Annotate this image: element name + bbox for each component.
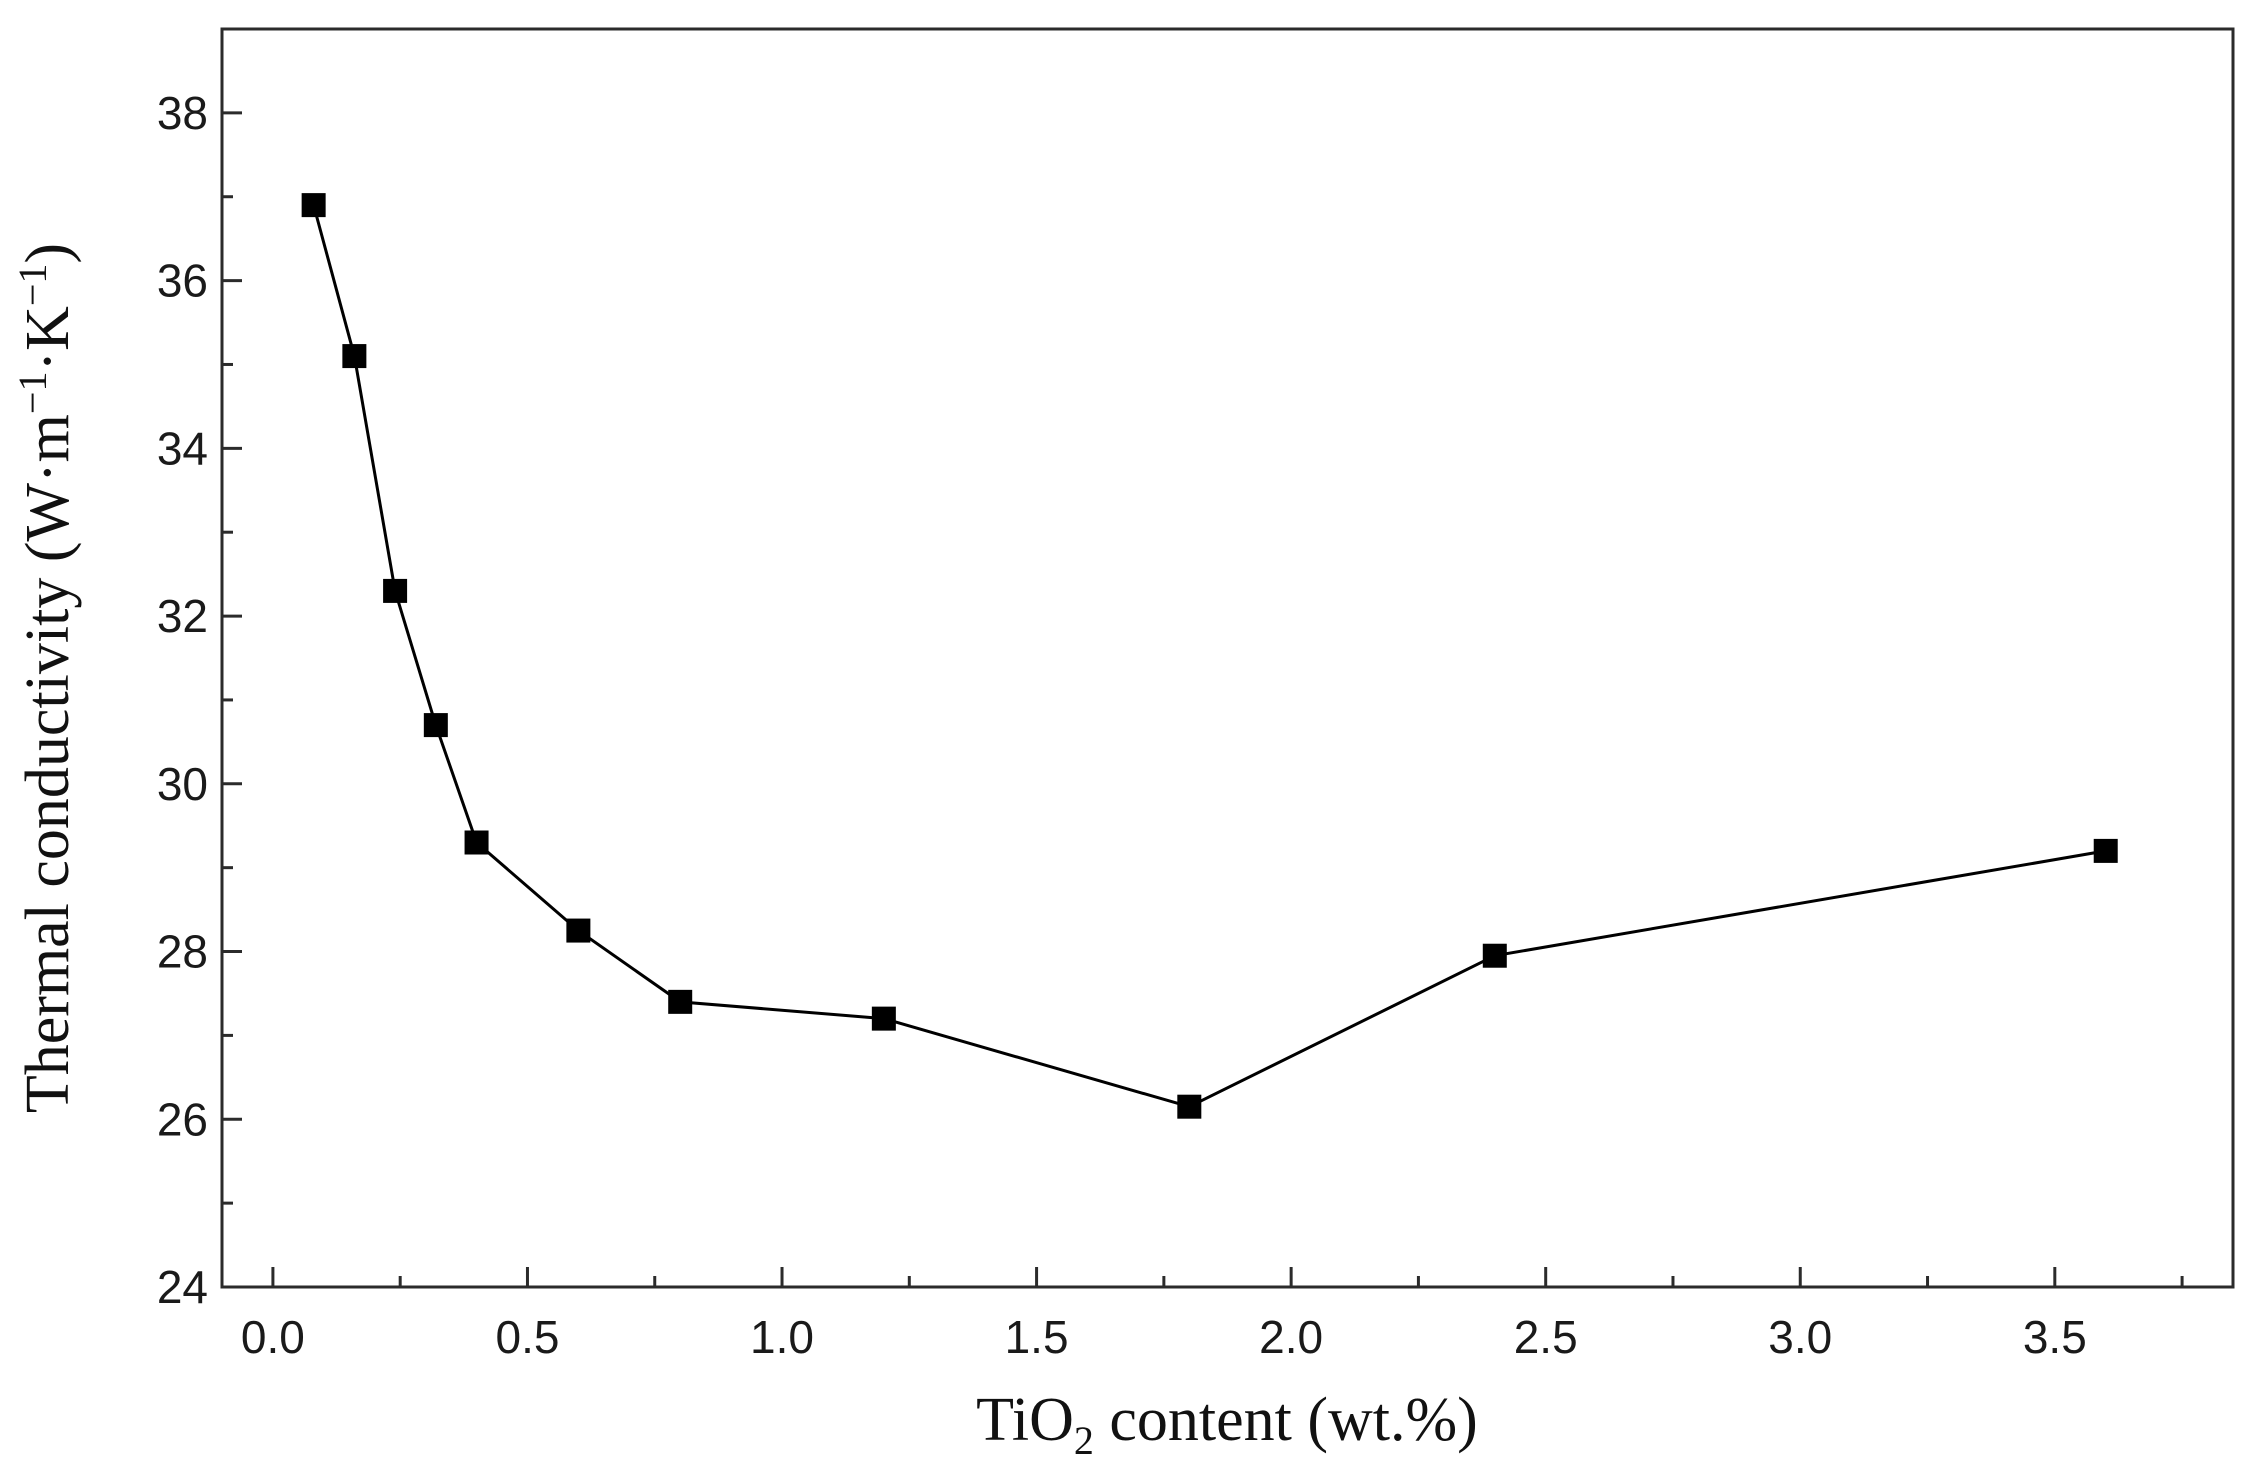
x-tick-label: 2.0 bbox=[1259, 1311, 1323, 1363]
y-tick-label: 30 bbox=[157, 758, 208, 810]
data-point bbox=[383, 578, 408, 603]
data-point bbox=[1482, 943, 1507, 968]
x-tick-label: 1.0 bbox=[750, 1311, 814, 1363]
y-tick-label: 24 bbox=[157, 1261, 208, 1313]
y-axis-title-end: ) bbox=[14, 243, 82, 264]
y-axis-title-text: Thermal conductivity (W·m bbox=[14, 414, 82, 1113]
y-axis-title-sup1: −1 bbox=[10, 372, 55, 415]
x-tick-label: 0.0 bbox=[241, 1311, 305, 1363]
x-axis-title-suffix: content (wt.%) bbox=[1094, 1386, 1478, 1454]
data-point bbox=[668, 989, 693, 1014]
y-axis-title: Thermal conductivity (W·m−1·K−1) bbox=[10, 243, 82, 1113]
y-tick-label: 34 bbox=[157, 422, 208, 474]
y-tick-label: 36 bbox=[157, 255, 208, 307]
x-tick-label: 2.5 bbox=[1514, 1311, 1578, 1363]
y-axis-ticks bbox=[222, 111, 242, 1289]
y-tick-label: 38 bbox=[157, 87, 208, 139]
y-tick-label: 26 bbox=[157, 1093, 208, 1145]
x-tick-label: 3.5 bbox=[2023, 1311, 2087, 1363]
x-axis-title-subscript: 2 bbox=[1074, 1418, 1094, 1463]
data-point bbox=[342, 344, 367, 369]
series-line bbox=[312, 204, 2106, 1109]
y-axis-title-sup2: −1 bbox=[10, 264, 55, 307]
x-axis-ticks bbox=[271, 1267, 2184, 1287]
x-axis-tick-labels: 0.0 0.5 1.0 1.5 2.0 2.5 3.0 3.5 bbox=[241, 1311, 2087, 1363]
data-point bbox=[1177, 1094, 1202, 1119]
data-point bbox=[871, 1006, 896, 1031]
data-point bbox=[464, 830, 489, 855]
data-point bbox=[423, 713, 448, 738]
data-point bbox=[301, 193, 326, 218]
y-axis-tick-labels: 24 26 28 30 32 34 36 38 bbox=[157, 87, 208, 1313]
data-point bbox=[566, 918, 591, 943]
y-tick-label: 28 bbox=[157, 926, 208, 978]
x-tick-label: 3.0 bbox=[1768, 1311, 1832, 1363]
x-axis-title: TiO2 content (wt.%) bbox=[976, 1386, 1478, 1463]
data-point bbox=[2093, 838, 2118, 863]
x-axis-title-prefix: TiO bbox=[976, 1386, 1074, 1454]
x-tick-label: 1.5 bbox=[1005, 1311, 1069, 1363]
y-axis-title-mid: ·K bbox=[14, 306, 82, 372]
y-tick-label: 32 bbox=[157, 590, 208, 642]
series-group bbox=[301, 193, 2118, 1119]
plot-frame bbox=[220, 27, 2235, 1289]
x-tick-label: 0.5 bbox=[495, 1311, 559, 1363]
